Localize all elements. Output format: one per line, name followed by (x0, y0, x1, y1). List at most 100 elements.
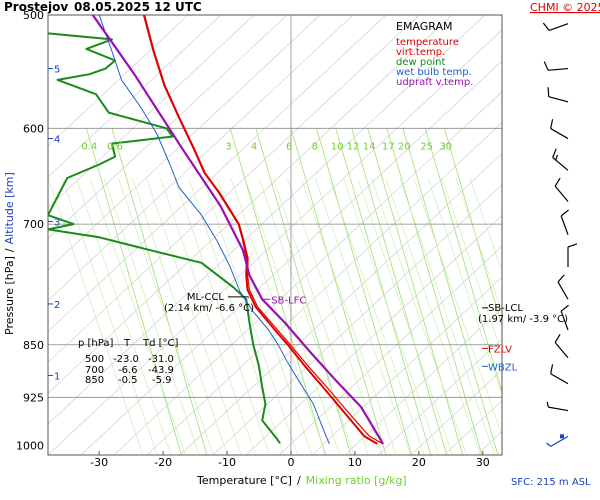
wind-barb (552, 148, 569, 171)
table-cell: 500 (85, 354, 104, 365)
x-axis-label-mixing: Mixing ratio [g/kg] (306, 474, 407, 487)
wbzl-label: WBZL (488, 362, 518, 373)
wind-barb-flag (554, 334, 561, 343)
wind-barb-staff (557, 281, 569, 300)
dry-adiabat (48, 15, 453, 394)
altitude-tick-label: 5 (54, 65, 60, 76)
wind-barbs (542, 22, 578, 447)
dry-adiabat (377, 338, 502, 455)
legend-item: dew point (396, 57, 445, 68)
wind-barb-staff (550, 373, 569, 385)
mixing-ratio-line (335, 128, 432, 455)
mixing-ratio-label: 10 (331, 142, 344, 153)
wind-barb-staff (548, 67, 569, 71)
table-cell: -31.0 (148, 354, 174, 365)
mixing-ratio-line (351, 128, 448, 455)
wind-barb (567, 243, 578, 267)
legend-title: EMAGRAM (396, 20, 453, 33)
table-cell: 700 (85, 365, 104, 376)
wind-barb-staff (560, 215, 569, 235)
table-cell: -23.0 (113, 354, 139, 365)
pressure-ticks: 500 600 700 850 925 1000 (16, 9, 44, 453)
wind-barb-flag (550, 364, 554, 374)
dry-adiabat (344, 307, 502, 455)
sb-lcl-values: (1.97 km/ -3.9 °C) (478, 314, 568, 325)
wind-barb-staff (554, 185, 569, 202)
dry-adiabat (113, 91, 502, 455)
altitude-tick-label: 1 (54, 371, 60, 382)
wind-barb-staff (550, 435, 569, 447)
mixing-ratio-label: 30 (439, 142, 452, 153)
wind-barb (557, 274, 569, 300)
wind-barb-flag (552, 148, 557, 158)
wind-barb-half-flag (546, 401, 549, 408)
x-axis-label-sep: / (297, 474, 301, 487)
ml-ccl-label: ML-CCL (187, 292, 225, 303)
wind-barb-staff (560, 310, 569, 331)
mixing-ratio-line (386, 128, 483, 455)
dry-adiabat (48, 15, 387, 332)
wind-barb (542, 22, 569, 32)
wind-barb-flag (547, 87, 550, 97)
surface-marker (560, 434, 564, 439)
wind-barb-staff (552, 157, 569, 171)
mixing-ratio-label: 6 (286, 142, 292, 153)
wind-barb-flag (550, 119, 554, 129)
wind-barb-flag (542, 22, 550, 31)
legend-item: udpraft v.temp. (396, 77, 473, 88)
pressure-tick-label: 600 (23, 122, 44, 135)
grid (48, 127, 502, 398)
mixing-ratio-line (444, 128, 502, 328)
temperature-tick-label: 10 (348, 456, 362, 469)
y-axis-label-altitude: Altitude [km] (3, 172, 16, 244)
wind-barb-flag (560, 304, 569, 312)
wind-barb (560, 304, 569, 331)
wind-barb-staff (554, 342, 569, 359)
dry-adiabat (179, 153, 502, 455)
wind-barb (554, 334, 569, 359)
wind-barb-flag (557, 274, 565, 283)
dry-adiabat (48, 15, 189, 147)
y-axis-label-pressure: Pressure [hPa] (3, 256, 16, 335)
dry-adiabat (146, 122, 502, 455)
x-axis-label: Temperature [°C] / Mixing ratio [g/kg] (196, 474, 407, 487)
data-table: p [hPa] T Td [°C] 500 -23.0 -31.0 700 -6… (78, 338, 179, 386)
wind-barb-half-flag (546, 442, 552, 447)
sounding-datetime: 08.05.2025 12 UTC (74, 0, 202, 14)
series-wet-bulb-temp (98, 15, 330, 445)
wind-barb-flag (554, 177, 561, 187)
legend-item: temperature (396, 37, 459, 48)
wind-barb (547, 87, 569, 103)
dry-adiabat (245, 214, 502, 455)
series-udpraft-v-temp (91, 15, 385, 445)
level-annotations: ML-CCL(2.14 km/ -6.6 °C) SB-LFC SB-LCL(1.9… (164, 292, 568, 373)
dry-adiabat (48, 29, 502, 455)
dry-adiabat (410, 369, 502, 455)
mixing-ratio-label: 8 (312, 142, 318, 153)
temperature-tick-label: 30 (476, 456, 490, 469)
station-name: Prostejov (4, 0, 68, 14)
mixing-ratio-label: 4 (251, 142, 257, 153)
legend-item: virt.temp. (396, 47, 445, 58)
mixing-ratio-label: 3 (225, 142, 231, 153)
copyright-link[interactable]: CHMI © 2025 (530, 1, 600, 14)
mixing-ratio-label: 25 (420, 142, 433, 153)
dry-adiabat (48, 15, 420, 363)
wind-barb-staff (548, 96, 569, 103)
wind-barb (546, 401, 569, 412)
temperature-tick-label: -10 (218, 456, 236, 469)
mixing-ratio-label: 17 (382, 142, 395, 153)
dry-adiabat (278, 245, 502, 455)
dry-adiabat (48, 15, 288, 240)
dry-adiabat (48, 15, 354, 302)
mixing-ratio-labels: 0.4 0.6 3 4 6 8 10 12 14 17 20 25 30 (81, 142, 452, 153)
temperature-tick-label: 0 (287, 456, 294, 469)
table-cell: -0.5 (118, 375, 138, 386)
mixing-ratio-line (111, 128, 208, 455)
mixing-ratio-line (402, 128, 499, 455)
dry-adiabat (311, 276, 502, 455)
mixing-ratio-line (367, 128, 464, 455)
pressure-tick-label: 925 (23, 391, 44, 404)
temperature-ticks: -30 -20 -10 0 10 20 30 (90, 451, 490, 469)
